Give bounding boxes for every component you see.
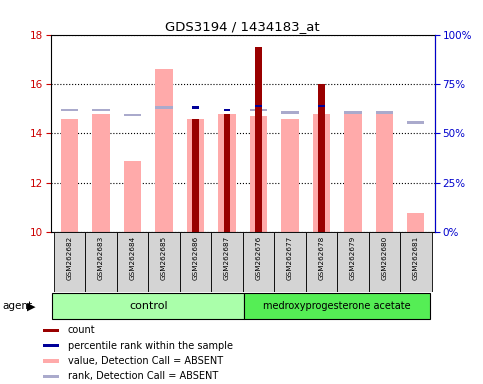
Bar: [192, 106, 199, 109]
Bar: [255, 105, 262, 108]
Text: control: control: [129, 301, 168, 311]
Text: GSM262679: GSM262679: [350, 235, 356, 280]
Bar: [318, 105, 325, 108]
Bar: [250, 109, 267, 111]
Bar: [407, 121, 425, 124]
Bar: [192, 119, 199, 232]
Text: GSM262684: GSM262684: [129, 235, 136, 280]
Bar: [250, 116, 267, 232]
Bar: [344, 114, 361, 232]
Text: GSM262687: GSM262687: [224, 235, 230, 280]
Bar: [224, 114, 230, 232]
Bar: [148, 232, 180, 292]
Bar: [156, 106, 173, 109]
Bar: [180, 232, 211, 292]
Bar: [243, 232, 274, 292]
Text: GSM262676: GSM262676: [256, 235, 261, 280]
Bar: [218, 114, 236, 232]
Bar: [369, 232, 400, 292]
Bar: [85, 232, 117, 292]
Text: GSM262678: GSM262678: [318, 235, 325, 280]
Text: percentile rank within the sample: percentile rank within the sample: [68, 341, 233, 351]
Bar: [313, 114, 330, 232]
Text: ▶: ▶: [27, 301, 35, 311]
Bar: [376, 111, 393, 114]
Bar: [124, 161, 141, 232]
Bar: [306, 232, 337, 292]
Bar: [92, 114, 110, 232]
Bar: [43, 359, 59, 362]
Bar: [61, 119, 78, 232]
Bar: [92, 109, 110, 111]
Bar: [52, 293, 244, 319]
Text: GSM262685: GSM262685: [161, 235, 167, 280]
Text: medroxyprogesterone acetate: medroxyprogesterone acetate: [263, 301, 411, 311]
Bar: [255, 47, 262, 232]
Bar: [281, 119, 298, 232]
Bar: [54, 232, 85, 292]
Bar: [376, 114, 393, 232]
Text: agent: agent: [2, 301, 32, 311]
Text: count: count: [68, 325, 96, 335]
Bar: [337, 232, 369, 292]
Bar: [61, 109, 78, 111]
Bar: [318, 84, 325, 232]
Bar: [211, 232, 243, 292]
Text: GSM262677: GSM262677: [287, 235, 293, 280]
Text: GSM262681: GSM262681: [413, 235, 419, 280]
Text: GSM262686: GSM262686: [193, 235, 199, 280]
Text: GSM262680: GSM262680: [382, 235, 387, 280]
Bar: [407, 213, 425, 232]
Bar: [274, 232, 306, 292]
Bar: [244, 293, 430, 319]
Text: value, Detection Call = ABSENT: value, Detection Call = ABSENT: [68, 356, 223, 366]
Title: GDS3194 / 1434183_at: GDS3194 / 1434183_at: [165, 20, 320, 33]
Bar: [43, 329, 59, 332]
Bar: [344, 111, 361, 114]
Bar: [187, 119, 204, 232]
Bar: [281, 111, 298, 114]
Bar: [43, 344, 59, 347]
Bar: [124, 114, 141, 116]
Bar: [400, 232, 431, 292]
Text: GSM262682: GSM262682: [67, 235, 72, 280]
Bar: [43, 375, 59, 378]
Bar: [117, 232, 148, 292]
Bar: [224, 109, 230, 111]
Text: rank, Detection Call = ABSENT: rank, Detection Call = ABSENT: [68, 371, 218, 381]
Bar: [156, 69, 173, 232]
Text: GSM262683: GSM262683: [98, 235, 104, 280]
